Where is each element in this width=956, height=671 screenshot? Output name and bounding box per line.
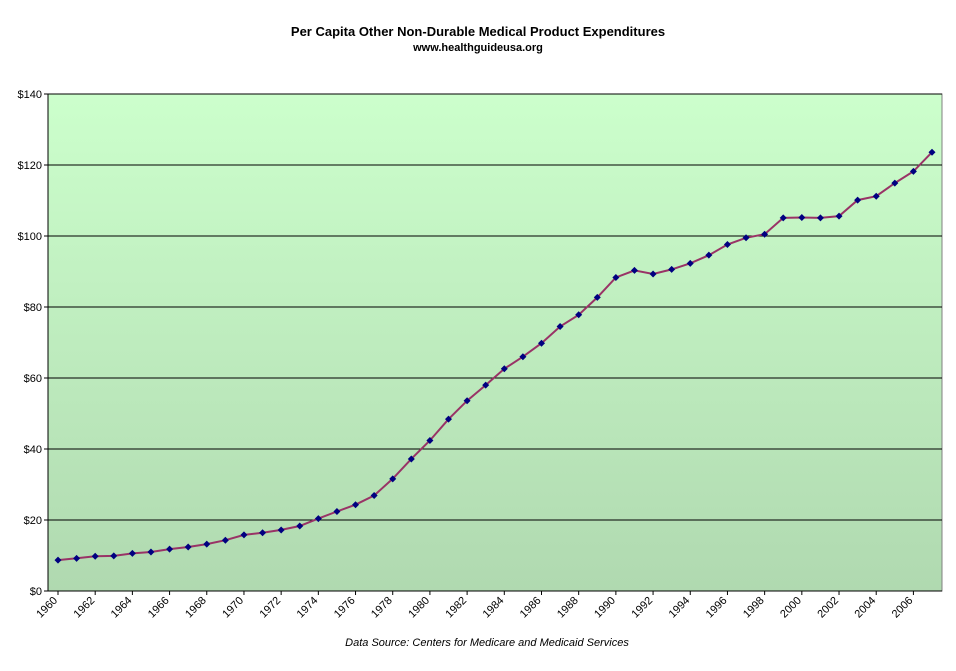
y-tick-label: $100 (18, 231, 42, 243)
x-tick-label: 1966 (146, 595, 172, 621)
data-point (891, 179, 899, 187)
data-point (761, 230, 769, 238)
x-tick-label: 1982 (443, 595, 469, 621)
x-tick-label: 1992 (629, 595, 655, 621)
y-tick-label: $40 (24, 444, 42, 456)
data-point (277, 526, 285, 534)
x-tick-label: 1972 (257, 595, 283, 621)
data-point (668, 265, 676, 273)
plot-area (47, 93, 943, 592)
x-tick-label: 1968 (183, 595, 209, 621)
x-tick-label: 1986 (518, 595, 544, 621)
data-point (240, 531, 248, 539)
data-point (296, 522, 304, 530)
y-tick-label: $20 (24, 515, 42, 527)
data-point (612, 274, 620, 282)
x-tick-label: 2006 (890, 595, 916, 621)
data-point (407, 455, 415, 463)
data-point (575, 311, 583, 319)
data-point (909, 167, 917, 175)
data-point (370, 492, 378, 500)
data-point (779, 214, 787, 222)
x-tick-label: 1962 (72, 595, 98, 621)
data-point (537, 339, 545, 347)
x-tick-label: 1960 (34, 595, 60, 621)
data-point (314, 515, 322, 523)
data-point (482, 381, 490, 389)
y-tick-label: $60 (24, 373, 42, 385)
x-tick-label: 1974 (295, 595, 321, 621)
x-axis: 1960 1962 1964 1966 1968 1970 1972 1974 1976 1978… (34, 590, 942, 621)
data-point (630, 266, 638, 274)
x-tick-label: 1970 (220, 595, 246, 621)
data-point (835, 212, 843, 220)
x-tick-label: 1984 (481, 595, 507, 621)
x-tick-label: 2000 (778, 595, 804, 621)
y-tick-label: $120 (18, 160, 42, 172)
data-point (872, 192, 880, 200)
data-point (500, 365, 508, 373)
y-tick-label: $80 (24, 302, 42, 314)
data-point (110, 552, 118, 560)
data-point (445, 415, 453, 423)
data-source-note: Data Source: Centers for Medicare and Me… (345, 637, 629, 649)
x-tick-label: 2004 (853, 595, 879, 621)
data-point (221, 536, 229, 544)
x-tick-label: 1996 (704, 595, 730, 621)
data-point (73, 554, 81, 562)
x-tick-label: 2002 (815, 595, 841, 621)
data-point (798, 214, 806, 222)
data-point (184, 543, 192, 551)
x-tick-label: 1994 (667, 595, 693, 621)
y-tick-label: $0 (30, 586, 42, 598)
data-point (203, 540, 211, 548)
data-point (854, 196, 862, 204)
x-tick-label: 1964 (109, 595, 135, 621)
y-axis: $0 $20 $40 $60 $80 $100 $120 $140 (18, 89, 49, 598)
data-point (91, 552, 99, 560)
data-point (723, 241, 731, 249)
data-point (352, 501, 360, 509)
x-tick-label: 1978 (369, 595, 395, 621)
data-point (128, 549, 136, 557)
data-point (742, 234, 750, 242)
x-tick-label: 1988 (555, 595, 581, 621)
series (54, 148, 936, 564)
data-point (649, 270, 657, 278)
x-tick-label: 1980 (406, 595, 432, 621)
data-point (705, 251, 713, 259)
data-point (686, 259, 694, 267)
x-tick-label: 1998 (741, 595, 767, 621)
data-point (593, 293, 601, 301)
x-tick-label: 1990 (592, 595, 618, 621)
data-point (389, 475, 397, 483)
data-point (463, 397, 471, 405)
data-point (54, 556, 62, 564)
data-point (426, 436, 434, 444)
gridlines (48, 93, 942, 521)
data-point (166, 545, 174, 553)
data-point (147, 548, 155, 556)
x-tick-label: 1976 (332, 595, 358, 621)
data-point (333, 507, 341, 515)
data-point (816, 214, 824, 222)
data-point (259, 529, 267, 537)
data-point (519, 353, 527, 361)
chart-subtitle: www.healthguideusa.org (413, 42, 543, 54)
data-point (928, 148, 936, 156)
y-tick-label: $140 (18, 89, 42, 101)
chart-title: Per Capita Other Non-Durable Medical Pro… (290, 24, 666, 39)
data-point (556, 323, 564, 331)
